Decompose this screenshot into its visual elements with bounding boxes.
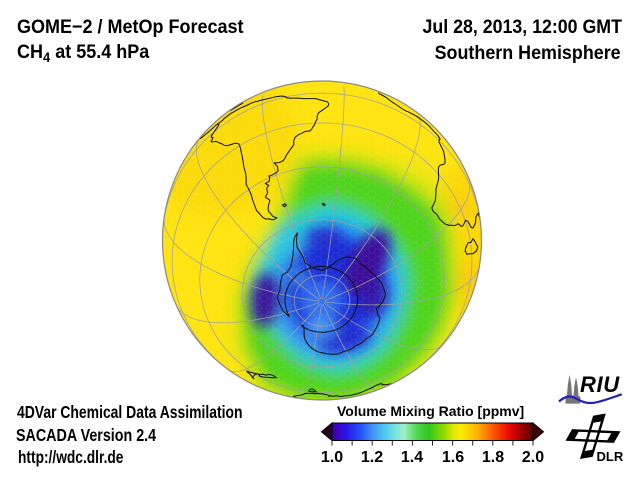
svg-text:RIU: RIU [580, 372, 620, 397]
svg-text:2.0: 2.0 [522, 449, 544, 466]
svg-text:1.8: 1.8 [482, 449, 504, 466]
svg-text:1.2: 1.2 [361, 449, 383, 466]
svg-text:1.4: 1.4 [401, 449, 423, 466]
svg-text:DLR: DLR [597, 449, 624, 464]
svg-text:1.0: 1.0 [321, 449, 343, 466]
svg-text:1.6: 1.6 [442, 449, 464, 466]
